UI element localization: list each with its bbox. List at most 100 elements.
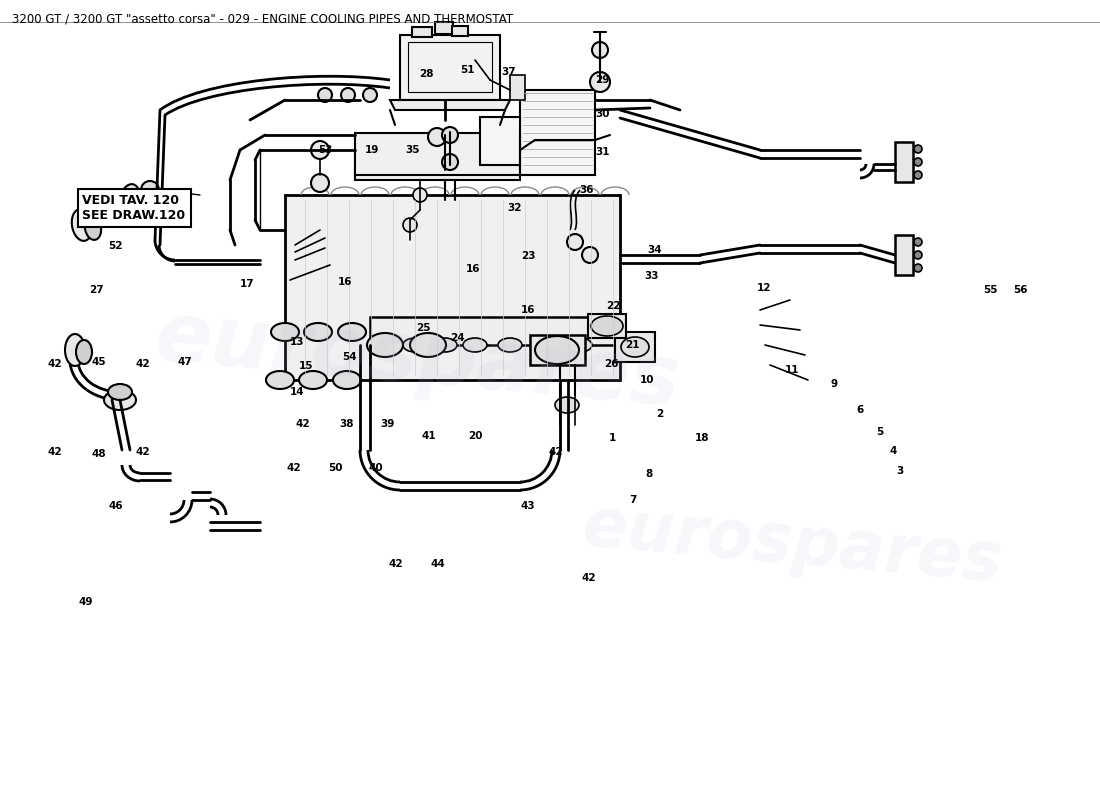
Text: 21: 21: [625, 340, 640, 350]
Ellipse shape: [299, 371, 327, 389]
Text: 32: 32: [507, 203, 522, 213]
Text: 42: 42: [286, 463, 301, 473]
Bar: [285, 195, 620, 380]
Ellipse shape: [498, 338, 522, 352]
Text: 2: 2: [657, 409, 663, 418]
Text: 10: 10: [639, 375, 654, 385]
Text: 30: 30: [595, 109, 610, 118]
Ellipse shape: [72, 209, 92, 241]
Text: 3200 GT / 3200 GT "assetto corsa" - 029 - ENGINE COOLING PIPES AND THERMOSTAT: 3200 GT / 3200 GT "assetto corsa" - 029 …: [12, 12, 513, 25]
Text: 33: 33: [644, 271, 659, 281]
Text: 14: 14: [289, 387, 305, 397]
Circle shape: [914, 251, 922, 259]
Text: 20: 20: [468, 431, 483, 441]
Bar: [452, 26, 468, 36]
Text: 35: 35: [405, 146, 420, 155]
Text: 51: 51: [460, 65, 475, 74]
Text: 50: 50: [328, 463, 343, 473]
Bar: [895, 235, 913, 275]
Text: 24: 24: [450, 334, 465, 343]
Ellipse shape: [463, 338, 487, 352]
Ellipse shape: [304, 323, 332, 341]
Circle shape: [341, 88, 355, 102]
Text: 34: 34: [647, 245, 662, 254]
Ellipse shape: [534, 338, 557, 352]
Text: 19: 19: [364, 146, 380, 155]
Text: 45: 45: [91, 357, 107, 366]
Circle shape: [318, 88, 332, 102]
Bar: [520, 90, 595, 175]
Text: 46: 46: [108, 501, 123, 510]
Circle shape: [428, 128, 446, 146]
Text: 27: 27: [89, 285, 104, 294]
Text: 42: 42: [548, 447, 563, 457]
Text: eurospares: eurospares: [152, 297, 684, 423]
Text: 12: 12: [757, 283, 772, 293]
Ellipse shape: [367, 333, 403, 357]
Ellipse shape: [104, 390, 136, 410]
Text: 13: 13: [289, 338, 305, 347]
Text: 26: 26: [604, 359, 619, 369]
Bar: [530, 335, 585, 365]
Text: 42: 42: [581, 573, 596, 582]
Text: 15: 15: [298, 362, 314, 371]
Ellipse shape: [65, 334, 85, 366]
Text: 17: 17: [240, 279, 255, 289]
Circle shape: [363, 88, 377, 102]
Ellipse shape: [85, 216, 101, 240]
Circle shape: [442, 127, 458, 143]
Text: 18: 18: [694, 433, 710, 442]
Text: 42: 42: [47, 359, 63, 369]
Circle shape: [592, 42, 608, 58]
Text: eurospares: eurospares: [580, 493, 1004, 595]
Text: 42: 42: [135, 359, 151, 369]
Text: 55: 55: [982, 285, 998, 294]
Ellipse shape: [378, 338, 402, 352]
Text: 47: 47: [177, 357, 192, 366]
Bar: [408, 42, 492, 92]
Text: 29: 29: [595, 75, 610, 85]
Text: 39: 39: [379, 419, 395, 429]
Text: 43: 43: [520, 501, 536, 510]
Text: 8: 8: [646, 469, 652, 478]
Bar: [895, 142, 913, 182]
Text: 52: 52: [108, 241, 123, 250]
Ellipse shape: [410, 333, 446, 357]
Text: 37: 37: [500, 67, 516, 77]
Ellipse shape: [266, 371, 294, 389]
Circle shape: [442, 154, 458, 170]
Text: 6: 6: [857, 405, 864, 414]
Circle shape: [590, 72, 610, 92]
Text: 7: 7: [629, 495, 636, 505]
Text: 9: 9: [830, 379, 837, 389]
Text: 42: 42: [47, 447, 63, 457]
Bar: [510, 75, 525, 100]
Text: 28: 28: [419, 69, 435, 78]
Ellipse shape: [568, 338, 592, 352]
Text: 4: 4: [890, 446, 896, 456]
Ellipse shape: [271, 323, 299, 341]
Text: 11: 11: [784, 366, 800, 375]
Bar: [588, 314, 626, 338]
Circle shape: [914, 238, 922, 246]
Text: 25: 25: [416, 323, 431, 333]
Text: 16: 16: [520, 306, 536, 315]
Ellipse shape: [113, 194, 131, 217]
Text: 5: 5: [877, 427, 883, 437]
Text: 40: 40: [368, 463, 384, 473]
Bar: [480, 117, 520, 165]
Ellipse shape: [333, 371, 361, 389]
Text: 41: 41: [421, 431, 437, 441]
Bar: [370, 317, 625, 345]
Ellipse shape: [108, 384, 132, 400]
Text: 1: 1: [609, 434, 616, 443]
Ellipse shape: [120, 184, 140, 216]
Text: 31: 31: [595, 147, 610, 157]
Circle shape: [582, 247, 598, 263]
Circle shape: [914, 171, 922, 179]
Ellipse shape: [535, 336, 579, 364]
Text: 54: 54: [342, 352, 358, 362]
Text: 56: 56: [1013, 285, 1028, 294]
Circle shape: [403, 218, 417, 232]
Ellipse shape: [403, 338, 427, 352]
